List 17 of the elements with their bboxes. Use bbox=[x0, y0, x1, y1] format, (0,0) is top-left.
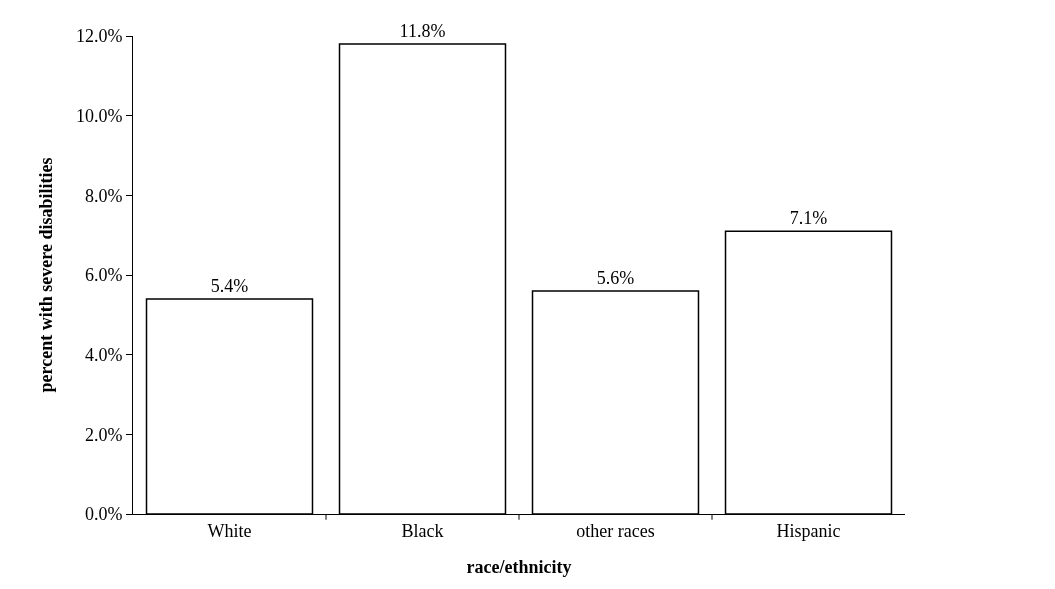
x-tick-label: White bbox=[207, 520, 252, 541]
data-label: 11.8% bbox=[399, 20, 446, 41]
x-axis-title: race/ethnicity bbox=[466, 556, 572, 577]
y-tick-label: 4.0% bbox=[84, 344, 123, 365]
y-tick-label: 0.0% bbox=[84, 504, 123, 525]
y-tick-label: 12.0% bbox=[75, 26, 123, 47]
data-label: 5.6% bbox=[596, 267, 635, 288]
y-tick-label: 10.0% bbox=[75, 105, 123, 126]
y-tick-label: 2.0% bbox=[84, 424, 123, 445]
x-tick-label: Black bbox=[401, 520, 444, 541]
x-tick-label: other races bbox=[576, 520, 655, 541]
data-label: 5.4% bbox=[210, 275, 249, 296]
y-axis-title: percent with severe disabilities bbox=[36, 157, 57, 393]
y-tick-label: 8.0% bbox=[84, 185, 123, 206]
x-tick-label: Hispanic bbox=[776, 520, 841, 541]
data-label: 7.1% bbox=[789, 208, 828, 229]
y-tick-label: 6.0% bbox=[84, 265, 123, 286]
